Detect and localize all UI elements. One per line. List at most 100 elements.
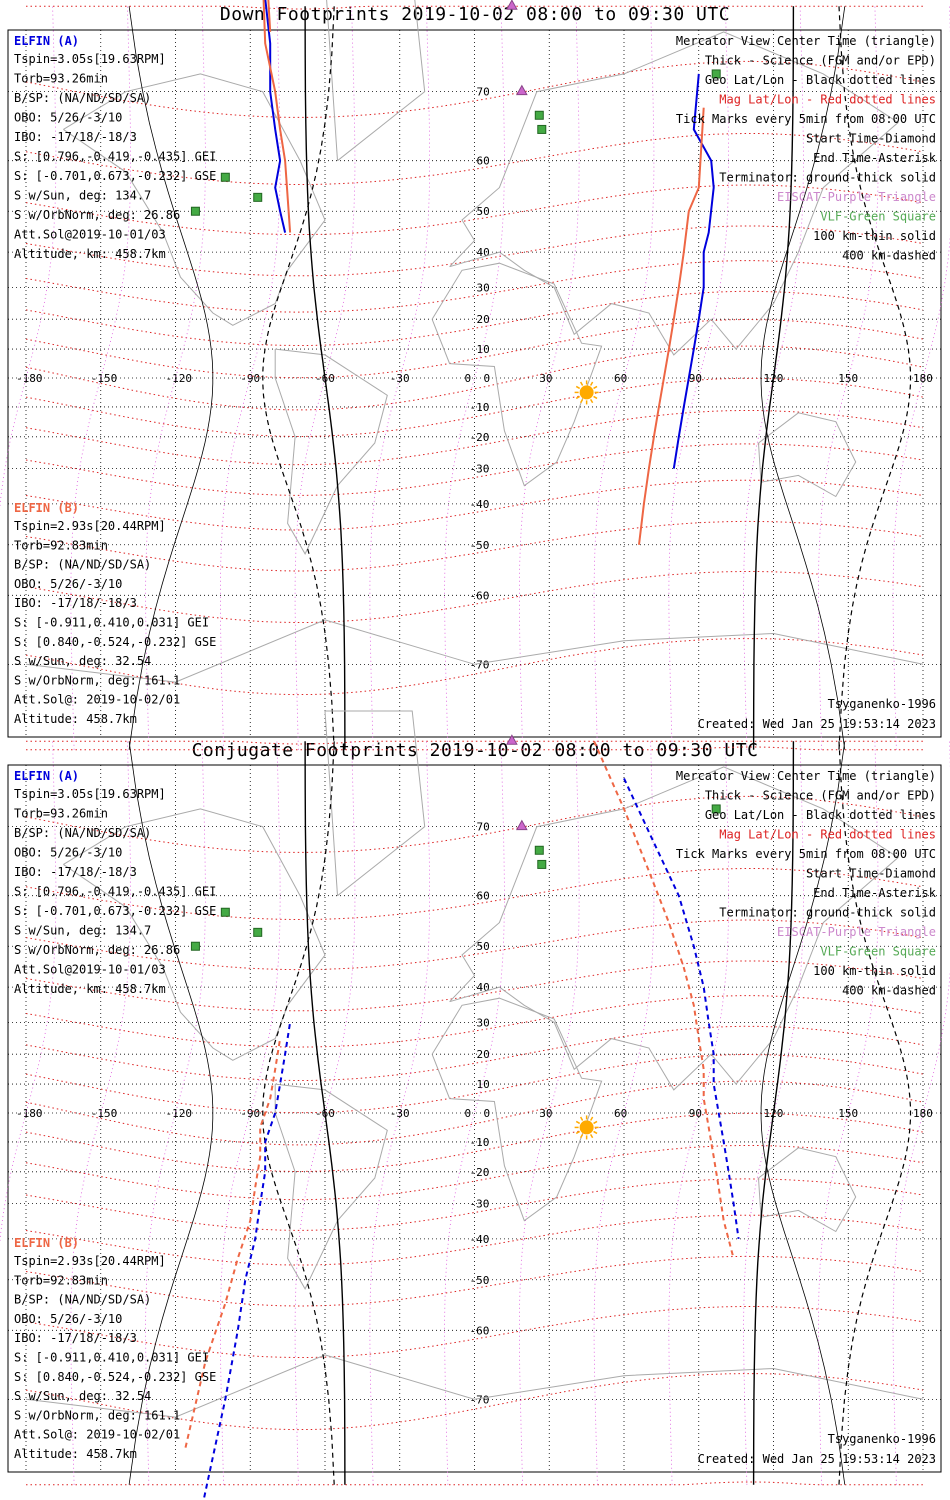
continent-outline: [25, 619, 924, 683]
lon-tick-label: 90: [689, 1107, 702, 1120]
sun-ray: [589, 1133, 594, 1139]
elfin-b-info-line: B/SP: (NA/ND/SD/SA): [14, 558, 151, 572]
lat-tick-label: 30: [477, 281, 490, 294]
legend-line: EISCAT-Purple Triangle: [777, 925, 936, 939]
sun-ray: [575, 385, 581, 390]
legend-line: Start Time-Diamond: [806, 867, 936, 881]
sun-ray: [593, 395, 598, 400]
lat-tick-label: 0: [484, 1107, 491, 1120]
model-label: Tsyganenko-1996: [828, 1432, 936, 1446]
km400-line: [262, 6, 335, 750]
map-frame: [7, 29, 942, 738]
created-label: Created: Wed Jan 25 19:53:14 2023: [698, 717, 936, 731]
lon-tick-label: 180: [913, 1107, 933, 1120]
continent-outline: [758, 412, 857, 498]
vlf-square-icon: [711, 69, 721, 79]
elfin-a-info-line: Tspin=3.05s[19.63RPM]: [14, 52, 166, 66]
continent-outline: [758, 1147, 857, 1233]
sun-ray: [593, 1120, 598, 1125]
legend-line: Thick - Science (FGM and/or EPD): [705, 54, 936, 68]
sun-ray: [589, 398, 594, 404]
vlf-square-icon: [537, 859, 547, 869]
elfin-b-info-line: S: [0.840,-0.524,-0.232] GSE: [14, 1370, 216, 1384]
legend-line: VLF-Green Square: [820, 210, 936, 224]
down-footprints-title: Down Footprints 2019-10-02 08:00 to 09:3…: [219, 4, 731, 25]
lon-tick-label: 60: [614, 372, 627, 385]
legend-line: Mag Lat/Lon - Red dotted lines: [719, 828, 936, 842]
continent-outline: [63, 73, 326, 326]
elfin-b-info-line: S w/Sun, deg: 32.54: [14, 1389, 151, 1403]
eiscat-triangle-icon: [515, 84, 528, 96]
continent-outline: [63, 808, 326, 1061]
vlf-square-icon: [190, 206, 200, 216]
elfin-b-info-line: OBO: 5/26/-3/10: [14, 1312, 122, 1326]
elfin-b-info-line: Altitude: 458.7km: [14, 712, 137, 726]
elfin-b-info-line: IBO: -17/18/-18/3: [14, 1331, 137, 1345]
km400-line: [838, 741, 912, 1485]
elfin-a-info-line: S w/Sun, deg: 134.7: [14, 189, 151, 203]
sun-ray: [579, 381, 584, 386]
legend-line: 100 km-thin solid: [813, 229, 936, 243]
legend-line: Thick - Science (FGM and/or EPD): [705, 789, 936, 803]
lon-tick-label: 60: [614, 1107, 627, 1120]
continent-outline: [431, 262, 603, 487]
lat-tick-label: -10: [470, 401, 490, 414]
lat-tick-label: -70: [470, 658, 490, 671]
elfin-a-info-line: Torb=93.26min: [14, 72, 108, 86]
legend-line: Geo Lat/Lon - Black dotted lines: [705, 808, 936, 822]
elfin-a-info-line: S: [0.796,-0.419,-0.435] GEI: [14, 150, 216, 164]
elfin-a-info-line: S: [-0.701,0.673,-0.232] GSE: [14, 169, 216, 183]
legend-line: Tick Marks every 5min from 08:00 UTC: [676, 112, 936, 126]
lon-tick-label: -30: [390, 1107, 410, 1120]
elfin-b-info-line: IBO: -17/18/-18/3: [14, 596, 137, 610]
elfin-a-info-line: S: [0.796,-0.419,-0.435] GEI: [14, 885, 216, 899]
lon-tick-label: 90: [689, 372, 702, 385]
lat-tick-label: 70: [477, 86, 490, 99]
lat-tick-label: -50: [470, 539, 490, 552]
sun-ray: [589, 1116, 594, 1121]
elfin-b-info-line: S w/OrbNorm, deg: 161.1: [14, 673, 180, 687]
elfin-a-info-line: Att.Sol@2019-10-01/03: [14, 228, 166, 242]
lat-tick-label: 30: [477, 1016, 490, 1029]
elfin-a-header: ELFIN (A): [14, 769, 79, 783]
elfin-b-track-east: [638, 107, 705, 545]
lon-tick-label: -90: [240, 1107, 260, 1120]
sun-ray: [593, 1130, 598, 1135]
elfin-a-track-east: [623, 777, 740, 1240]
elfin-b-info-line: Altitude: 458.7km: [14, 1447, 137, 1461]
elfin-a-info-line: Altitude, km: 458.7km: [14, 982, 166, 996]
continent-outline: [274, 1083, 388, 1290]
lat-tick-label: -40: [470, 1233, 490, 1246]
legend-line: EISCAT-Purple Triangle: [777, 190, 936, 204]
elfin-b-info-line: S: [-0.911,0.410,0.031] GEI: [14, 1351, 209, 1365]
legend-line: Tick Marks every 5min from 08:00 UTC: [676, 847, 936, 861]
legend-line: 400 km-dashed: [842, 984, 936, 998]
vlf-square-icon: [534, 845, 544, 855]
lon-tick-label: -120: [166, 372, 193, 385]
sun-ray: [579, 1116, 584, 1121]
elfin-a-track-west: [202, 1022, 292, 1500]
elfin-a-info-line: B/SP: (NA/ND/SD/SA): [14, 826, 151, 840]
lon-tick-label: -90: [240, 372, 260, 385]
elfin-b-info-line: S w/Sun, deg: 32.54: [14, 654, 151, 668]
km400-line: [262, 741, 335, 1485]
legend-line: 100 km-thin solid: [813, 964, 936, 978]
elfin-b-info-line: S w/OrbNorm, deg: 161.1: [14, 1408, 180, 1422]
km100-line: [760, 741, 846, 1485]
sun-disk: [579, 1120, 594, 1135]
elfin-b-info-line: Tspin=2.93s[20.44RPM]: [14, 519, 166, 533]
sun-ray: [575, 395, 581, 400]
vlf-square-icon: [220, 172, 230, 182]
elfin-a-info-line: OBO: 5/26/-3/10: [14, 111, 122, 125]
legend-line: 400 km-dashed: [842, 249, 936, 263]
mag-lat-curve: [26, 746, 923, 751]
map-panel-down: 706050403020100-10-20-30-40-50-60-70-180…: [0, 0, 950, 751]
elfin-a-info-line: S: [-0.701,0.673,-0.232] GSE: [14, 904, 216, 918]
created-label: Created: Wed Jan 25 19:53:14 2023: [698, 1452, 936, 1466]
map-frame: [7, 764, 942, 1473]
elfin-b-track-west: [184, 1038, 282, 1448]
elfin-a-info-line: IBO: -17/18/-18/3: [14, 865, 137, 879]
eiscat-triangle-icon: [515, 819, 528, 831]
elfin-b-track-east: [593, 740, 735, 1259]
